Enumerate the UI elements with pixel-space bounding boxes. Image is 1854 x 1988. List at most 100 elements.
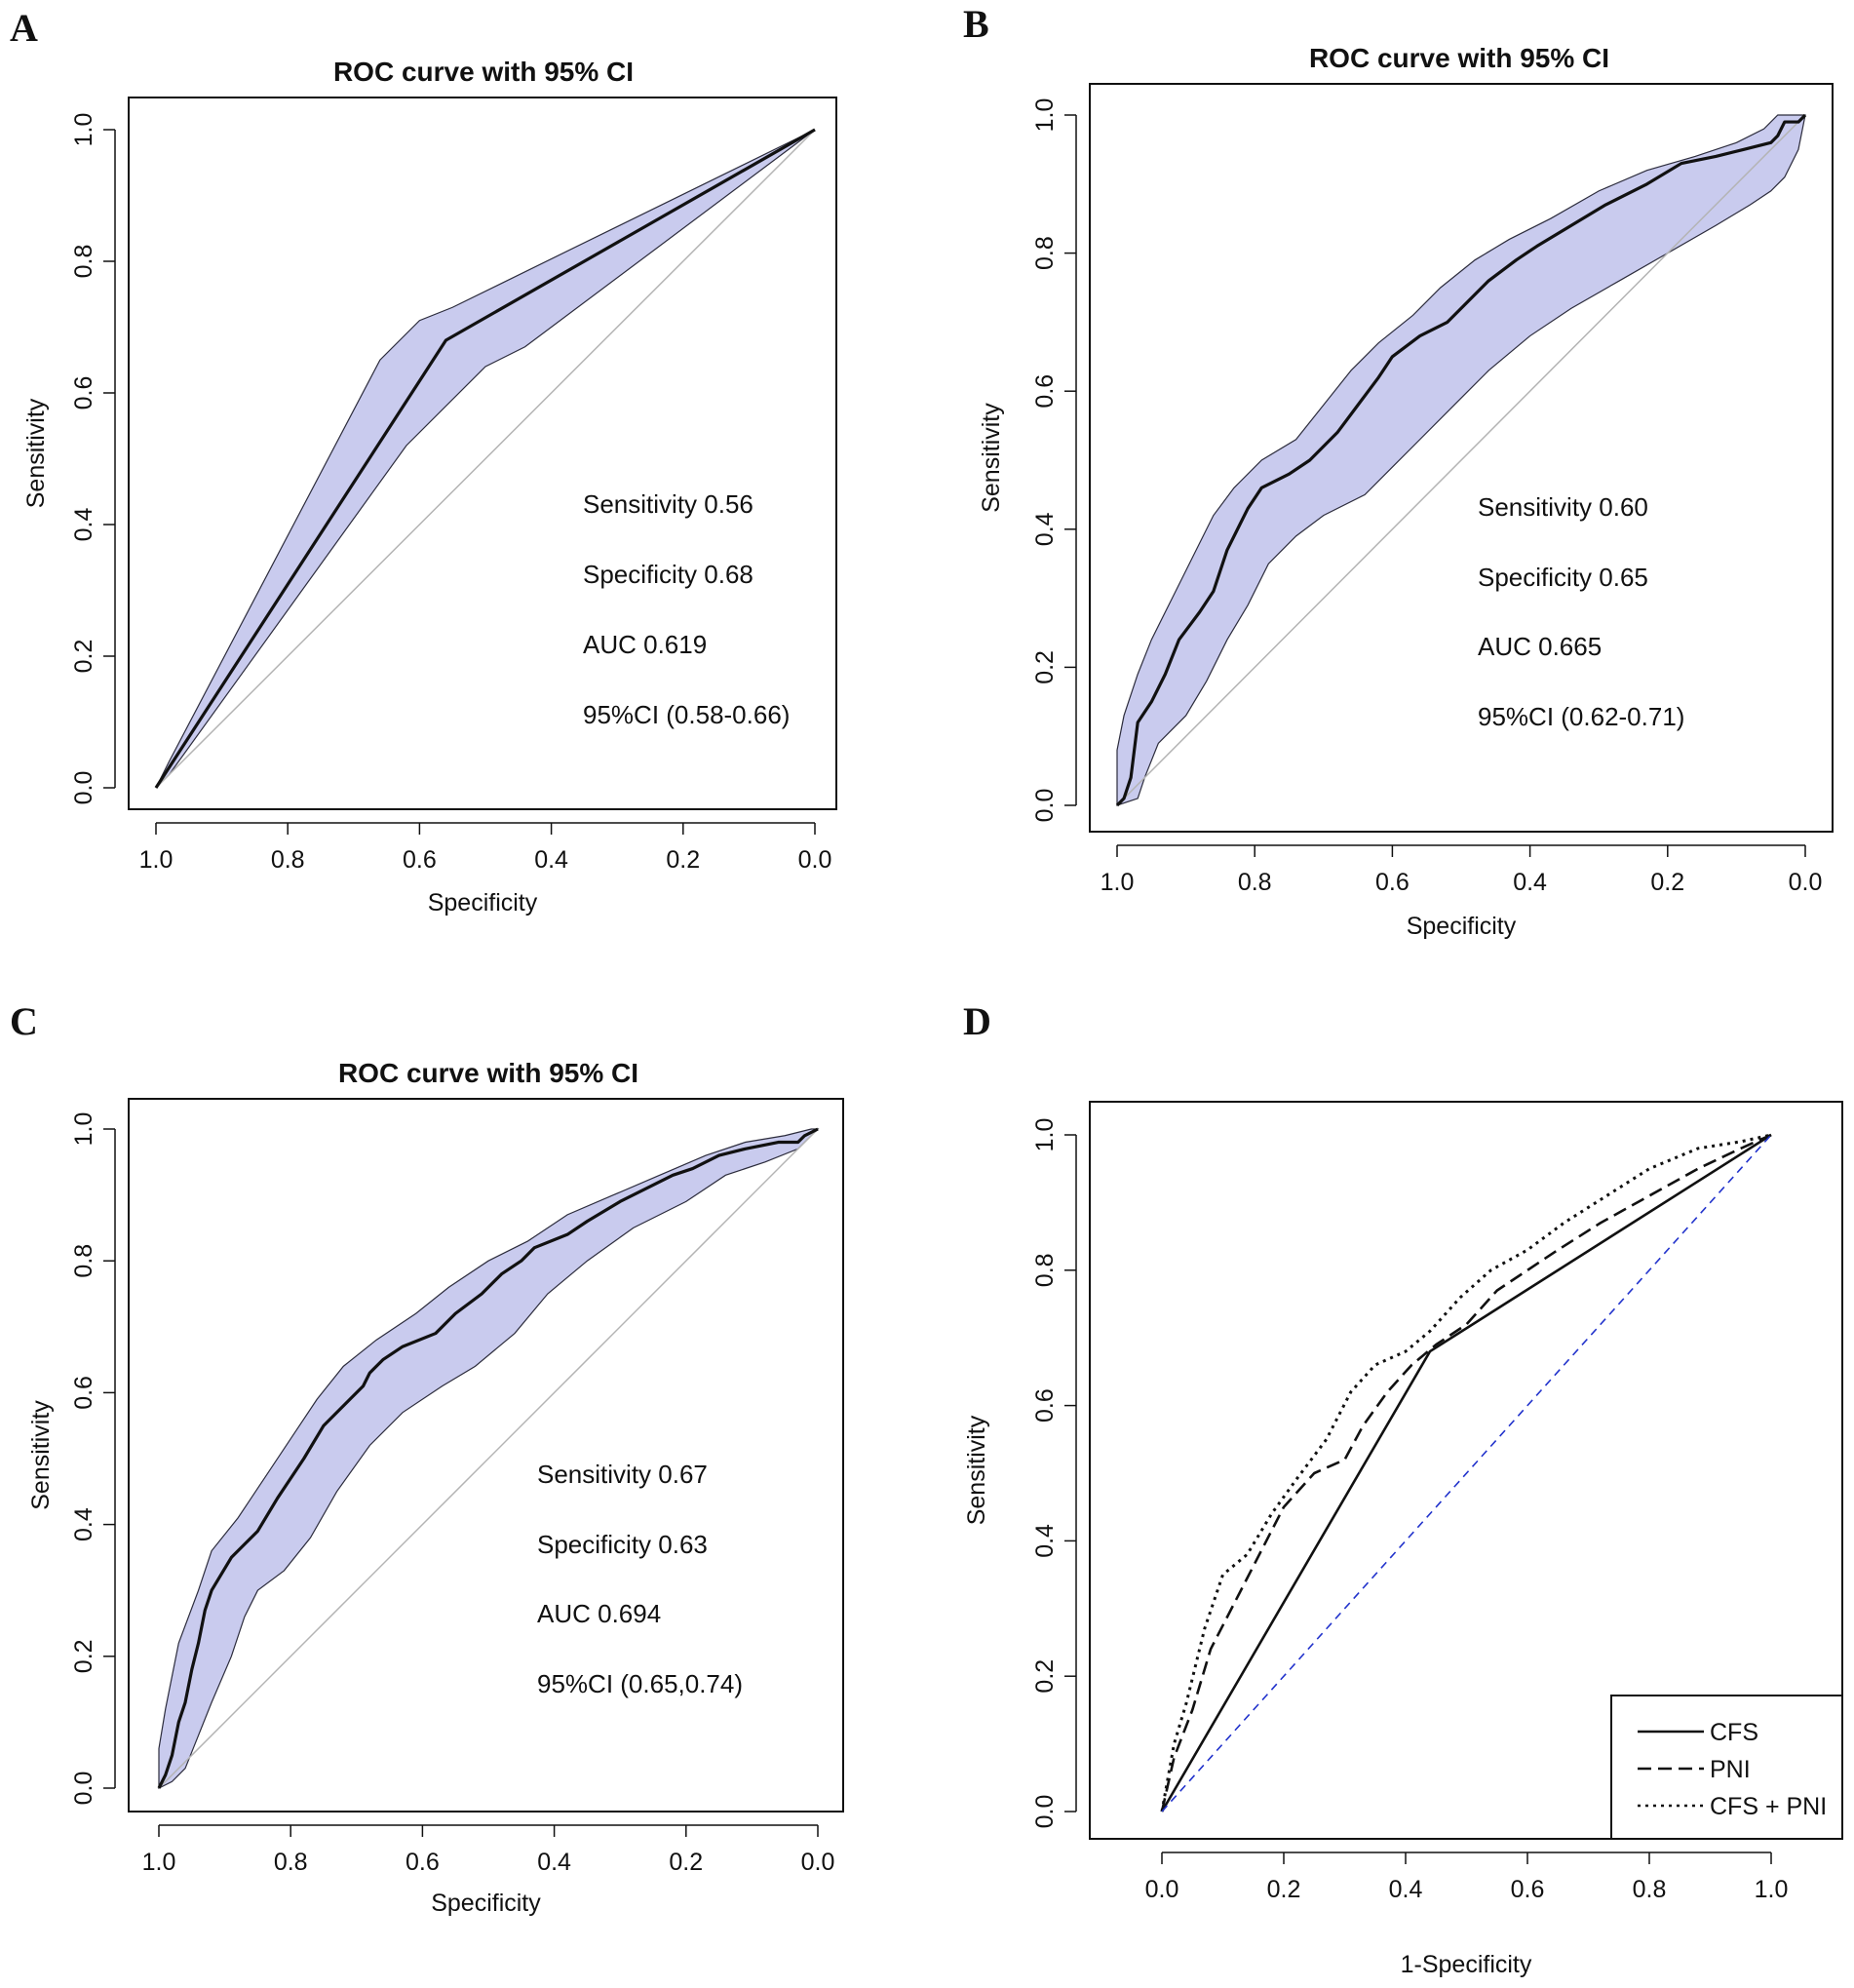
x-tick-label: 0.0 xyxy=(798,846,832,874)
x-tick-label: 0.6 xyxy=(1375,869,1410,896)
roc-curve xyxy=(154,128,816,789)
panel-a: A ROC curve with 95% CI 1.0 0.8 0.6 0.4 0.2 0… xyxy=(10,6,837,916)
panel-a-title: ROC curve with 95% CI xyxy=(333,57,634,87)
annotation-1: Sensitivity 0.67 xyxy=(537,1460,708,1489)
annotation-3: AUC 0.619 xyxy=(583,630,707,659)
roc-curve xyxy=(157,1127,819,1789)
x-tick-label: 1.0 xyxy=(142,1849,176,1876)
y-tick-label: 1.0 xyxy=(1031,98,1059,133)
panel-d-frame xyxy=(1089,1101,1843,1840)
panel-b: B ROC curve with 95% CI 1.0 0.8 0.6 0.4 0.2 0… xyxy=(963,2,1834,940)
chance-diagonal xyxy=(158,1128,819,1789)
panel-d-y-axis-label: Sensitivity xyxy=(963,1415,990,1525)
x-tick-label: 0.2 xyxy=(1650,869,1684,896)
annotation-3: AUC 0.665 xyxy=(1478,632,1602,661)
y-tick-label: 0.6 xyxy=(70,376,97,410)
y-tick-label: 0.0 xyxy=(1031,1795,1059,1829)
x-tick-label: 1.0 xyxy=(139,846,174,874)
y-tick-label: 0.4 xyxy=(70,1507,97,1541)
panel-b-title: ROC curve with 95% CI xyxy=(1309,43,1609,73)
legend: CFS PNI CFS + PNI xyxy=(1610,1695,1843,1840)
y-tick-label: 0.4 xyxy=(1031,512,1059,546)
panel-c-frame xyxy=(128,1098,844,1813)
annotation-4: 95%CI (0.65,0.74) xyxy=(537,1669,743,1698)
panel-b-plot: 1.0 0.8 0.6 0.4 0.2 0.0 0.0 0.2 0.4 0.6 0.8 1.0 Spec… xyxy=(978,83,1834,940)
series-cfs-pni xyxy=(1160,1133,1772,1813)
x-tick-label: 0.8 xyxy=(274,1849,308,1876)
panel-letter-d: D xyxy=(963,999,991,1043)
x-tick-label: 0.0 xyxy=(1145,1876,1179,1903)
x-tick-label: 0.6 xyxy=(406,1849,440,1876)
panel-a-plot: 1.0 0.8 0.6 0.4 0.2 0.0 0.0 0.2 0.4 0.6 0.8 1.0 Spec… xyxy=(22,97,837,916)
y-tick-label: 0.0 xyxy=(1031,789,1059,823)
annotation-4: 95%CI (0.62-0.71) xyxy=(1478,702,1684,731)
y-tick-label: 0.2 xyxy=(1031,650,1059,684)
y-tick-label: 1.0 xyxy=(1031,1118,1059,1152)
y-tick-label: 0.6 xyxy=(1031,1388,1059,1423)
roc-curve xyxy=(1115,113,1807,807)
y-tick-label: 0.6 xyxy=(70,1376,97,1410)
y-tick-label: 0.2 xyxy=(70,1639,97,1673)
panel-letter-b: B xyxy=(963,2,989,46)
legend-label: CFS xyxy=(1710,1719,1758,1746)
panel-d-x-axis-label: 1-Specificity xyxy=(1401,1951,1532,1978)
y-tick-label: 1.0 xyxy=(70,113,97,147)
panel-a-x-axis-label: Specificity xyxy=(428,889,538,916)
series-reference xyxy=(1161,1134,1772,1813)
panel-c-y-axis-label: Sensitivity xyxy=(27,1400,55,1510)
panel-c-title: ROC curve with 95% CI xyxy=(338,1058,638,1088)
panel-d: D 0.0 0.2 0.4 0.6 0.8 1.0 0.0 0.2 0.4 0.6 0.8 1.0 1-… xyxy=(963,999,1843,1978)
y-tick-label: 0.4 xyxy=(70,508,97,542)
chance-diagonal xyxy=(1116,114,1806,806)
y-tick-label: 0.8 xyxy=(70,1244,97,1278)
y-tick-label: 0.0 xyxy=(70,771,97,805)
annotation-1: Sensitivity 0.56 xyxy=(583,489,753,519)
x-tick-label: 0.4 xyxy=(1389,1876,1423,1903)
y-tick-label: 1.0 xyxy=(70,1112,97,1147)
x-tick-label: 0.4 xyxy=(1513,869,1547,896)
annotation-2: Specificity 0.63 xyxy=(537,1530,708,1559)
x-tick-label: 0.4 xyxy=(537,1849,571,1876)
y-tick-label: 0.8 xyxy=(1031,236,1059,270)
panel-a-frame xyxy=(128,97,837,810)
x-tick-label: 0.2 xyxy=(666,846,700,874)
panel-b-y-axis-label: Sensitivity xyxy=(978,403,1005,513)
annotation-1: Sensitivity 0.60 xyxy=(1478,492,1648,522)
x-tick-label: 0.6 xyxy=(1511,1876,1545,1903)
y-tick-label: 0.0 xyxy=(70,1772,97,1806)
series-cfs xyxy=(1160,1133,1772,1813)
panel-c: C ROC curve with 95% CI 1.0 0.8 0.6 0.4 0.2 0… xyxy=(10,999,844,1917)
x-tick-label: 0.2 xyxy=(669,1849,703,1876)
panel-a-y-axis-label: Sensitivity xyxy=(22,398,50,508)
legend-label: PNI xyxy=(1710,1756,1751,1783)
panel-letter-c: C xyxy=(10,999,38,1043)
panel-b-x-axis-label: Specificity xyxy=(1407,913,1517,940)
panel-c-plot: 1.0 0.8 0.6 0.4 0.2 0.0 0.0 0.2 0.4 0.6 0.8 1.0 Spec… xyxy=(27,1098,844,1917)
x-tick-label: 0.2 xyxy=(1267,1876,1301,1903)
annotation-3: AUC 0.694 xyxy=(537,1599,661,1628)
panel-d-plot: 0.0 0.2 0.4 0.6 0.8 1.0 0.0 0.2 0.4 0.6 0.8 1.0 1-Sp… xyxy=(963,1101,1843,1978)
annotation-2: Specificity 0.65 xyxy=(1478,563,1648,592)
annotation-4: 95%CI (0.58-0.66) xyxy=(583,700,790,729)
x-tick-label: 1.0 xyxy=(1755,1876,1789,1903)
y-tick-label: 0.6 xyxy=(1031,374,1059,409)
legend-box xyxy=(1610,1695,1843,1840)
y-tick-label: 0.2 xyxy=(70,640,97,674)
panel-letter-a: A xyxy=(10,6,38,50)
x-tick-label: 1.0 xyxy=(1101,869,1135,896)
x-tick-label: 0.6 xyxy=(403,846,437,874)
series-pni xyxy=(1160,1133,1772,1813)
y-tick-label: 0.4 xyxy=(1031,1524,1059,1558)
y-tick-label: 0.2 xyxy=(1031,1659,1059,1694)
annotation-2: Specificity 0.68 xyxy=(583,560,753,589)
chance-diagonal xyxy=(155,129,816,789)
panel-b-frame xyxy=(1089,83,1834,833)
x-tick-label: 0.4 xyxy=(534,846,568,874)
panel-c-x-axis-label: Specificity xyxy=(431,1890,541,1917)
x-tick-label: 0.8 xyxy=(1633,1876,1667,1903)
legend-label: CFS + PNI xyxy=(1710,1793,1827,1820)
x-tick-label: 0.8 xyxy=(271,846,305,874)
x-tick-label: 0.8 xyxy=(1238,869,1272,896)
x-tick-label: 0.0 xyxy=(1789,869,1823,896)
